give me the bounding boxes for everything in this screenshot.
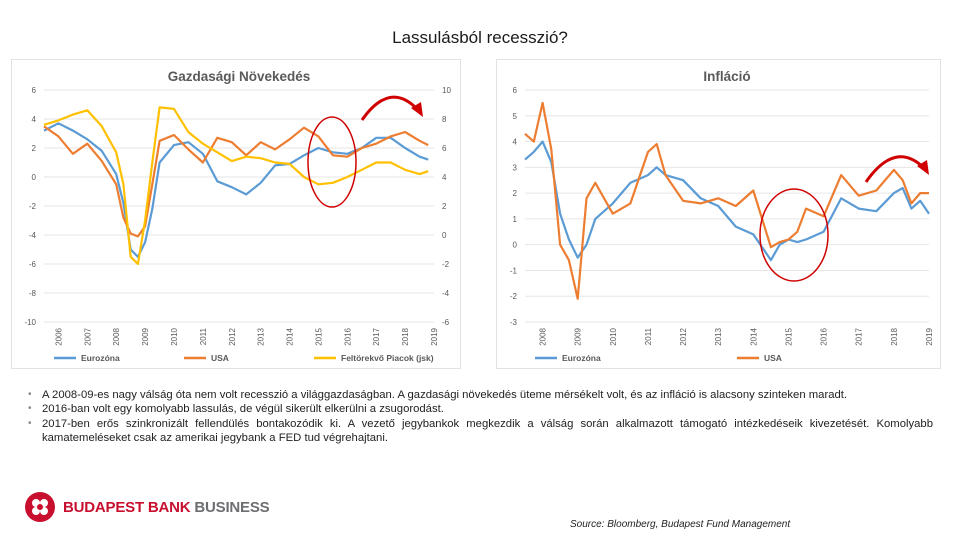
x-tick-label: 2013 [714,327,723,345]
x-tick-label: 2010 [170,327,179,345]
legend-label: Feltörekvő Piacok (jsk) [341,353,434,363]
x-tick-label: 2019 [430,327,439,345]
inflation-chart-svg: Infláció 6 5 4 3 2 1 0 -1 -2 -3 2008 2009 2010 2011 201… [510,69,934,363]
bullet-dot: • [28,417,32,429]
chart-title: Gazdasági Növekedés [168,69,311,84]
x-tick-label: 2018 [890,327,899,345]
x-tick-label: 2019 [925,327,934,345]
x-tick-label: 2010 [609,327,618,345]
y-tick-label: 2 [513,189,518,198]
y-tick-label: 6 [32,86,37,95]
chart-title: Infláció [703,69,750,84]
x-tick-label: 2016 [820,327,829,345]
y-tick-label: -6 [29,260,37,269]
x-tick-label: 2008 [539,327,548,345]
y2-tick-label: -4 [442,289,450,298]
y-tick-label: 0 [32,173,37,182]
y-tick-label: -2 [29,202,37,211]
legend-label: USA [211,353,229,363]
bullet-item: • 2017-ben erős szinkronizált fellendülés… [28,417,933,445]
y-tick-label: -3 [510,318,518,327]
y-tick-label: -2 [510,292,518,301]
series-line-eurozone [524,140,930,262]
y-tick-label: -10 [24,318,36,327]
x-tick-label: 2008 [112,327,121,345]
y2-tick-label: 4 [442,173,447,182]
x-tick-label: 2013 [257,327,266,345]
x-tick-label: 2009 [141,327,150,345]
x-tick-label: 2009 [574,327,583,345]
x-tick-label: 2016 [343,327,352,345]
y-tick-label: 0 [513,241,518,250]
bullet-list: • A 2008-09-es nagy válság óta nem volt r… [28,388,933,446]
x-tick-label: 2015 [784,327,793,345]
y-tick-label: 3 [513,163,518,172]
logo-glyph-icon [32,499,48,515]
legend-label: USA [764,353,782,363]
x-tick-label: 2011 [644,327,653,345]
y-tick-label: 2 [32,144,37,153]
bullet-dot: • [28,389,32,400]
x-tick-label: 2014 [286,327,295,345]
growth-chart: Gazdasági Növekedés 6 4 2 0 -2 -4 -6 -8 -10 10 8 6 4 2… [12,60,460,368]
x-tick-label: 2015 [314,327,323,345]
y-tick-label: -8 [29,289,37,298]
y-tick-label: 5 [513,112,518,121]
bullet-item: • A 2008-09-es nagy válság óta nem volt r… [28,389,848,401]
x-tick-label: 2017 [372,327,381,345]
x-tick-label: 2014 [749,327,758,345]
y2-tick-label: 6 [442,144,447,153]
x-tick-label: 2006 [54,327,63,345]
x-tick-label: 2012 [228,327,237,345]
bullet-dot: • [28,403,32,415]
legend-label: Eurozóna [562,353,601,363]
series-line-usa [524,101,929,300]
x-tick-label: 2007 [83,327,92,345]
growth-chart-svg: Gazdasági Növekedés 6 4 2 0 -2 -4 -6 -8 -10 10 8 6 4 2… [24,69,451,363]
series-line-eurozone [43,122,429,258]
y2-tick-label: 2 [442,202,447,211]
inflation-chart: Infláció 6 5 4 3 2 1 0 -1 -2 -3 2008 2009 2010 2011 201… [497,60,940,368]
y-tick-label: 1 [513,215,518,224]
y2-tick-label: 8 [442,115,447,124]
x-tick-label: 2011 [199,327,208,345]
series-line-usa [43,125,429,238]
legend-label: Eurozóna [81,353,120,363]
y-tick-label: -1 [510,266,518,275]
y2-tick-label: 0 [442,231,447,240]
company-logo: BUDAPEST BANK BUSINESS [25,492,270,522]
y2-tick-label: -6 [442,318,450,327]
bullet-item: • 2016-ban volt egy komolyabb lassulás, d… [28,403,444,416]
slide-title: Lassulásból recesszió? [392,28,568,47]
y-tick-label: 4 [32,115,37,124]
series-line-em [43,106,429,266]
y2-tick-label: -2 [442,260,450,269]
y-tick-label: 4 [513,138,518,147]
x-tick-label: 2017 [855,327,864,345]
y-tick-label: -4 [29,231,37,240]
y-tick-label: 6 [513,86,518,95]
logo-mark-icon [25,492,55,522]
x-tick-label: 2012 [679,327,688,345]
source-note: Source: Bloomberg, Budapest Fund Managem… [570,519,791,530]
x-tick-label: 2018 [401,327,410,345]
y2-tick-label: 10 [442,86,451,95]
logo-text: BUDAPEST BANK BUSINESS [63,498,270,516]
